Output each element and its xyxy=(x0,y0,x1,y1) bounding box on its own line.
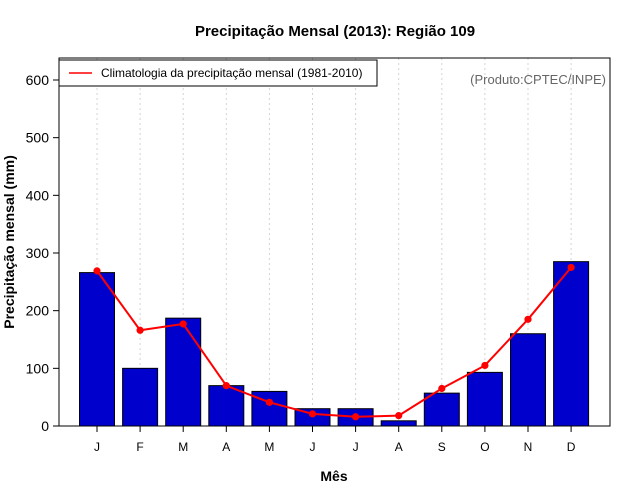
x-tick-label-3: M xyxy=(178,440,188,454)
climatology-point-11 xyxy=(524,315,532,323)
bar-3 xyxy=(165,317,202,427)
x-tick-label-1: J xyxy=(94,440,100,454)
x-tick-label-11: N xyxy=(524,440,533,454)
x-tick-label-9: S xyxy=(438,440,446,454)
climatology-line-series xyxy=(93,263,575,421)
y-tick-label-200: 200 xyxy=(26,303,50,319)
bar-series xyxy=(79,261,590,427)
x-tick-label-5: M xyxy=(264,440,274,454)
product-credit-annotation: (Produto:CPTEC/INPE) xyxy=(470,72,606,87)
y-tick-label-100: 100 xyxy=(26,360,50,376)
bar-12 xyxy=(553,261,590,427)
bar-10 xyxy=(466,371,503,427)
climatology-point-12 xyxy=(567,263,575,272)
x-tick-label-4: A xyxy=(222,440,230,454)
legend: Climatologia da precipitação mensal (198… xyxy=(58,59,378,87)
y-axis-label: Precipitação mensal (mm) xyxy=(1,155,17,329)
bar-9 xyxy=(423,392,460,427)
legend-box xyxy=(58,59,378,87)
y-tick-label-600: 600 xyxy=(26,72,50,88)
chart-title: Precipitação Mensal (2013): Região 109 xyxy=(195,23,475,40)
climatology-point-6 xyxy=(308,410,317,418)
y-tick-label-500: 500 xyxy=(26,130,50,146)
bar-2 xyxy=(122,367,159,427)
climatology-point-4 xyxy=(222,382,230,390)
x-tick-label-7: J xyxy=(353,440,359,454)
bar-11 xyxy=(510,333,546,427)
legend-entry-climatology: Climatologia da precipitação mensal (198… xyxy=(101,66,362,80)
x-tick-label-12: D xyxy=(567,440,576,454)
x-tick-label-10: O xyxy=(480,440,489,454)
climatology-point-3 xyxy=(179,320,187,328)
climatology-point-8 xyxy=(395,412,403,420)
y-tick-label-300: 300 xyxy=(26,245,50,261)
bar-8 xyxy=(380,420,417,427)
climatology-point-7 xyxy=(352,413,360,421)
climatology-line xyxy=(96,266,572,418)
y-tick-label-0: 0 xyxy=(41,418,49,434)
x-tick-label-6: J xyxy=(310,440,316,454)
climatology-point-1 xyxy=(93,267,101,275)
bar-1 xyxy=(79,272,115,427)
x-tick-label-8: A xyxy=(395,440,403,454)
grid-lines xyxy=(96,58,572,426)
y-tick-label-400: 400 xyxy=(26,187,50,203)
x-tick-label-2: F xyxy=(136,440,143,454)
x-axis-label: Mês xyxy=(320,468,347,484)
bar-5 xyxy=(251,390,288,427)
climatology-point-10 xyxy=(481,361,489,370)
climatology-point-5 xyxy=(265,398,273,406)
climatology-point-9 xyxy=(438,384,446,393)
bar-4 xyxy=(208,385,245,427)
y-axis: 0 100 200 300 400 500 600 xyxy=(26,72,60,434)
climatology-point-2 xyxy=(136,326,144,334)
